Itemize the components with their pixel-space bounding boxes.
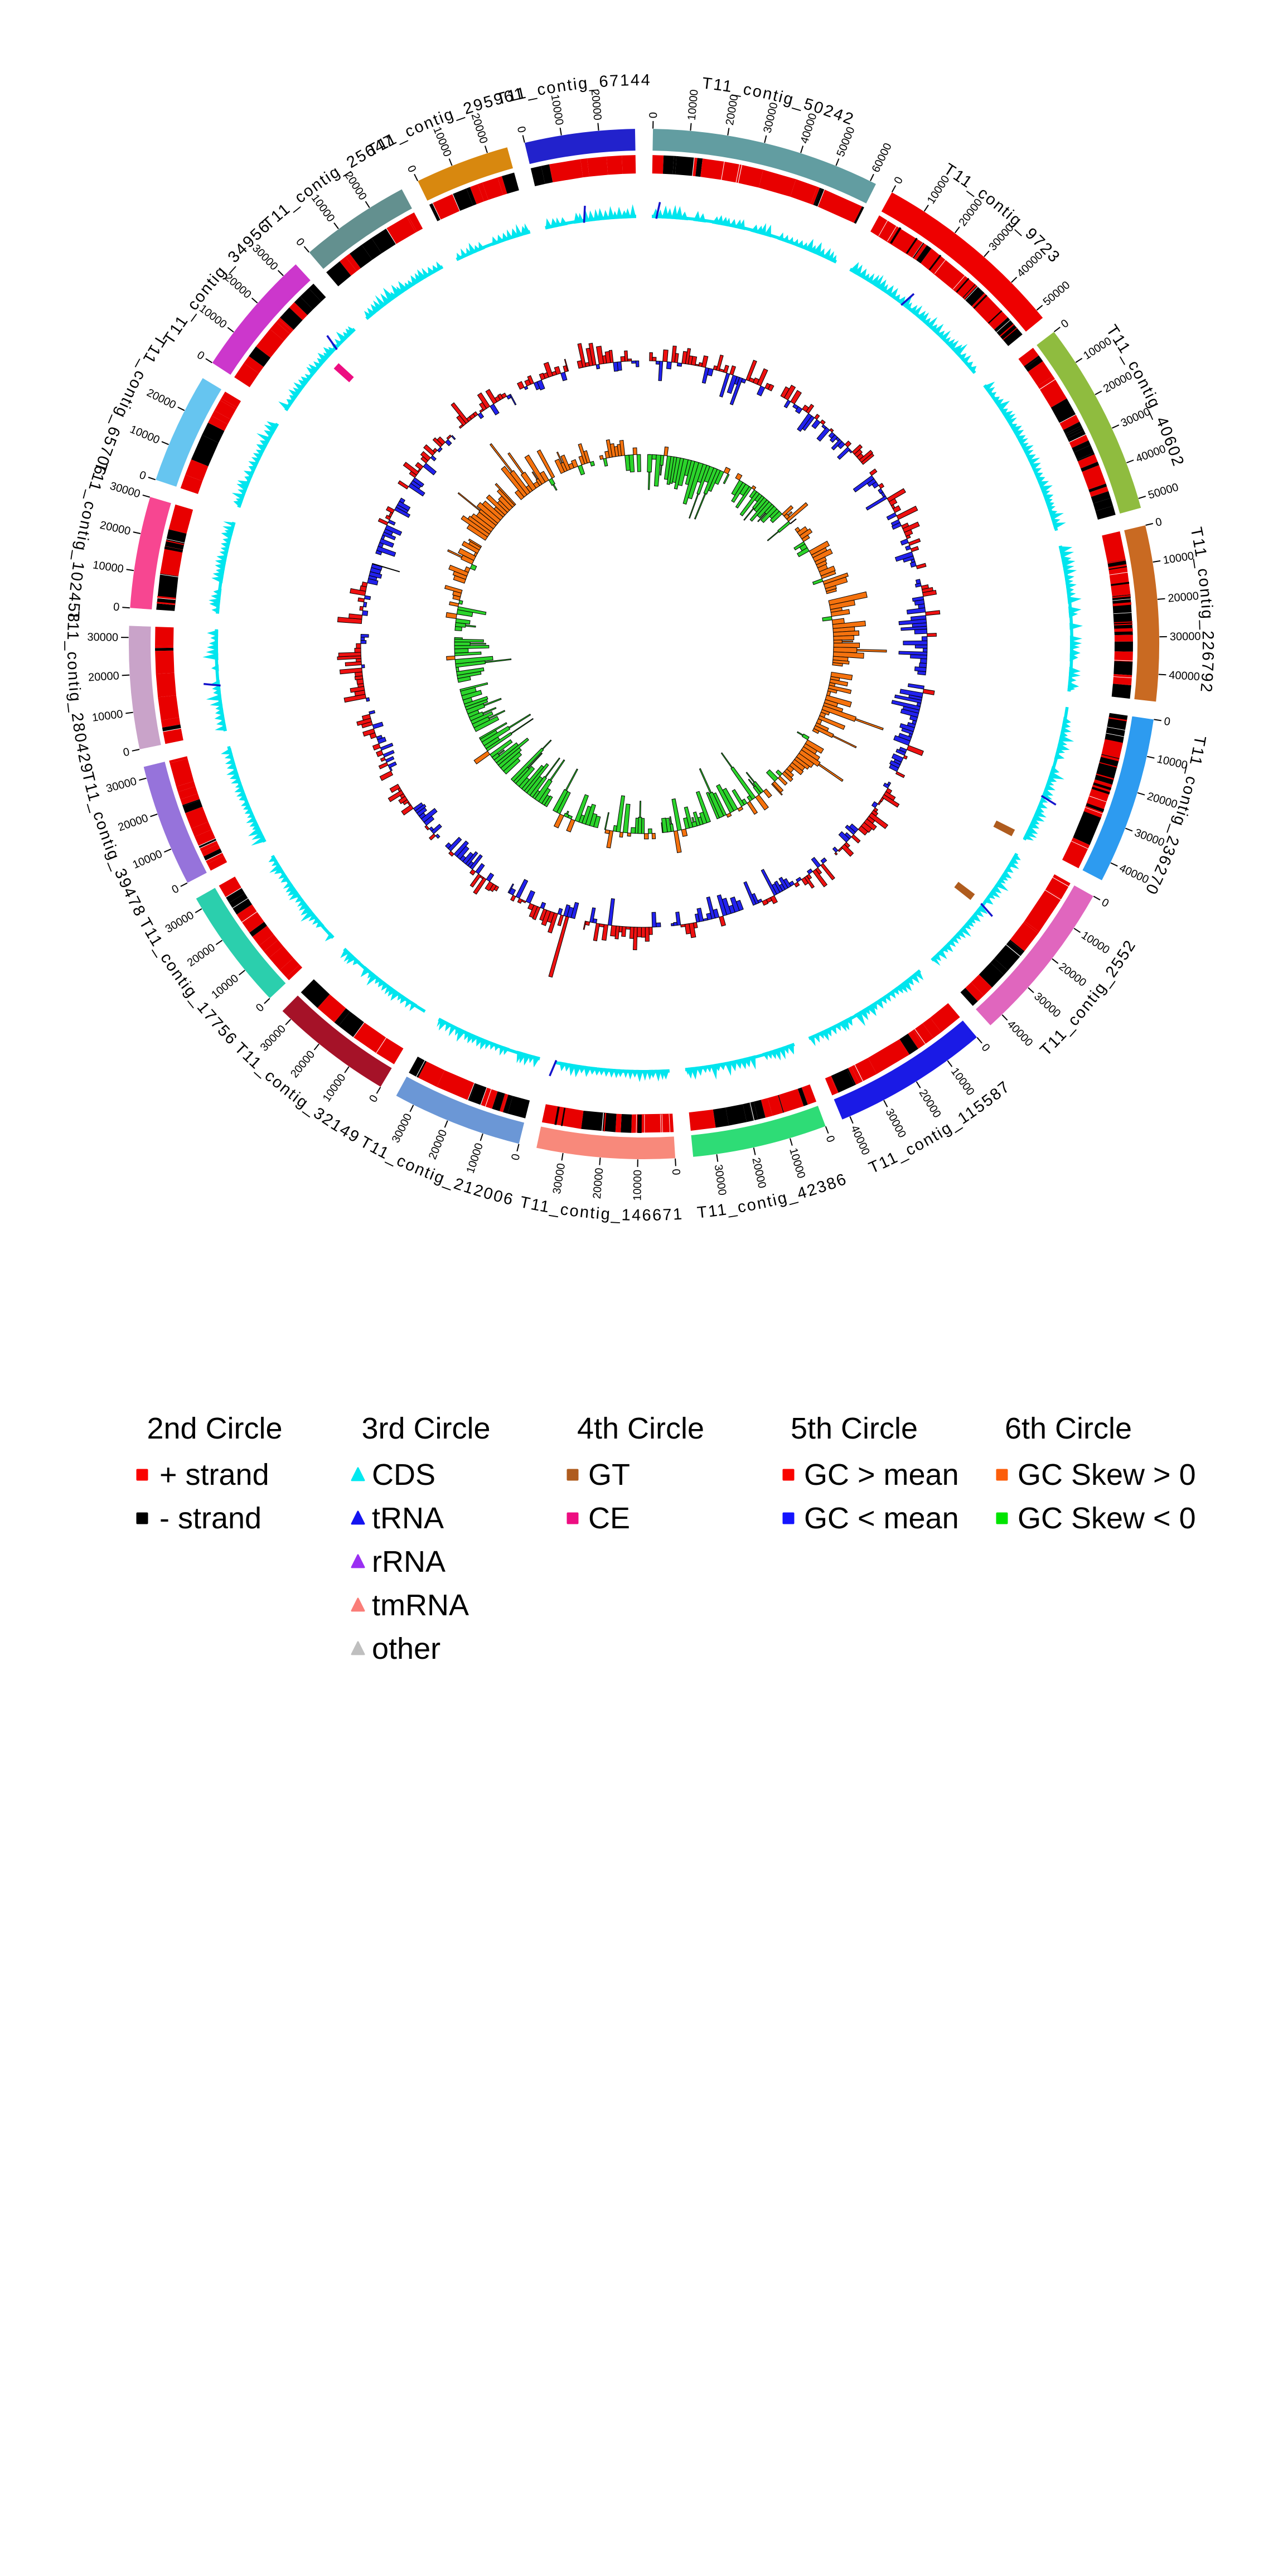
svg-text:10000: 10000 [686, 89, 701, 120]
svg-text:CDS: CDS [372, 1458, 435, 1492]
svg-text:tmRNA: tmRNA [372, 1589, 469, 1622]
svg-text:2nd Circle: 2nd Circle [147, 1412, 282, 1445]
svg-text:0: 0 [515, 125, 528, 134]
svg-text:CE: CE [588, 1502, 630, 1535]
svg-text:GT: GT [588, 1458, 630, 1492]
svg-text:0: 0 [1154, 516, 1163, 529]
svg-text:GC Skew < 0: GC Skew < 0 [1018, 1502, 1196, 1535]
svg-text:0: 0 [122, 746, 130, 759]
svg-text:other: other [372, 1632, 440, 1665]
svg-text:10000: 10000 [631, 1170, 644, 1201]
svg-text:GC < mean: GC < mean [804, 1502, 959, 1535]
svg-text:0: 0 [509, 1153, 522, 1161]
svg-text:20000: 20000 [589, 89, 604, 120]
svg-text:tRNA: tRNA [372, 1502, 444, 1535]
svg-text:0: 0 [647, 112, 660, 119]
svg-text:20000: 20000 [591, 1168, 606, 1199]
svg-text:6th Circle: 6th Circle [1005, 1412, 1132, 1445]
svg-text:3rd Circle: 3rd Circle [361, 1412, 490, 1445]
svg-text:- strand: - strand [159, 1502, 262, 1535]
svg-text:rRNA: rRNA [372, 1545, 446, 1578]
svg-text:30000: 30000 [87, 631, 118, 644]
svg-text:20000: 20000 [88, 670, 120, 684]
svg-text:GC > mean: GC > mean [804, 1458, 959, 1492]
svg-text:5th Circle: 5th Circle [791, 1412, 918, 1445]
svg-text:4th Circle: 4th Circle [577, 1412, 704, 1445]
svg-text:40000: 40000 [1169, 669, 1200, 683]
svg-text:20000: 20000 [1168, 590, 1199, 605]
svg-text:30000: 30000 [1170, 631, 1201, 643]
svg-text:0: 0 [1163, 715, 1171, 728]
svg-text:0: 0 [113, 601, 120, 614]
svg-text:GC Skew > 0: GC Skew > 0 [1018, 1458, 1196, 1492]
svg-text:0: 0 [670, 1169, 682, 1175]
svg-text:+ strand: + strand [159, 1458, 269, 1492]
